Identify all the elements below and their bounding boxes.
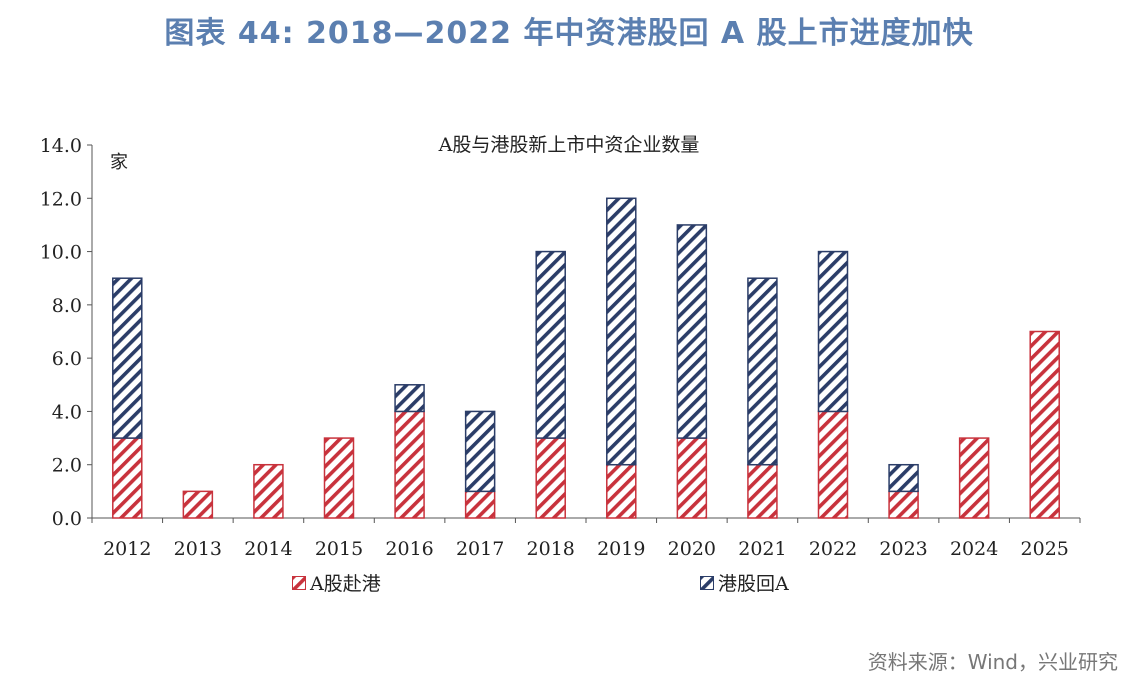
bar-a-to-hk	[535, 437, 566, 519]
y-tick-label: 14.0	[40, 135, 82, 157]
y-tick-label: 6.0	[52, 348, 82, 370]
legend-swatch-blue	[700, 575, 714, 590]
bar-a-to-hk	[112, 437, 143, 519]
x-tick-label: 2015	[315, 538, 363, 560]
bar-a-to-hk	[323, 437, 355, 519]
bar-a-to-hk	[747, 463, 778, 519]
y-tick-label: 0.0	[52, 508, 82, 530]
x-tick-label: 2023	[879, 538, 927, 560]
bar-a-to-hk	[888, 490, 919, 519]
bar-hk-to-a	[817, 250, 849, 413]
legend-label-a-to-hk: A股赴港	[310, 573, 381, 595]
x-tick-label: 2017	[456, 538, 504, 560]
x-tick-label: 2013	[174, 538, 222, 560]
y-axis-unit-label: 家	[110, 152, 128, 173]
bar-a-to-hk	[253, 463, 284, 519]
bar-a-to-hk	[958, 437, 990, 519]
legend-item-hk-to-a: 港股回A	[700, 569, 789, 596]
x-tick-label: 2021	[738, 538, 786, 560]
bar-hk-to-a	[888, 463, 919, 493]
bar-a-to-hk	[464, 490, 496, 519]
x-tick-label: 2016	[385, 538, 433, 560]
bar-a-to-hk	[676, 437, 708, 519]
x-tick-label: 2018	[527, 538, 575, 560]
bar-hk-to-a	[464, 410, 496, 493]
x-tick-label: 2012	[103, 538, 151, 560]
legend-swatch-red	[292, 575, 306, 590]
x-tick-label: 2019	[597, 538, 645, 560]
legend-item-a-to-hk: A股赴港	[292, 569, 381, 596]
bar-a-to-hk	[606, 463, 637, 519]
bar-a-to-hk	[394, 410, 425, 519]
y-tick-label: 8.0	[52, 295, 82, 317]
y-tick-label: 12.0	[40, 188, 82, 210]
bar-a-to-hk	[182, 490, 214, 519]
source-note: 资料来源：Wind，兴业研究	[867, 650, 1118, 674]
y-tick-label: 4.0	[52, 401, 82, 423]
bar-a-to-hk	[817, 410, 849, 519]
x-tick-label: 2014	[244, 538, 292, 560]
bar-hk-to-a	[606, 197, 637, 466]
x-tick-label: 2022	[809, 538, 857, 560]
legend-label-hk-to-a: 港股回A	[718, 573, 789, 595]
bar-hk-to-a	[535, 250, 566, 439]
bar-hk-to-a	[112, 277, 143, 439]
chart-title: A股与港股新上市中资企业数量	[438, 134, 700, 156]
bar-a-to-hk	[1029, 330, 1060, 519]
x-tick-label: 2020	[668, 538, 716, 560]
bar-hk-to-a	[394, 384, 425, 413]
x-tick-label: 2025	[1021, 538, 1069, 560]
y-tick-label: 10.0	[40, 242, 82, 264]
y-tick-label: 2.0	[52, 455, 82, 477]
x-tick-label: 2024	[950, 538, 998, 560]
bar-hk-to-a	[676, 224, 708, 439]
bar-hk-to-a	[747, 277, 778, 466]
figure-title: 图表 44: 2018—2022 年中资港股回 A 股上市进度加快	[164, 16, 974, 51]
